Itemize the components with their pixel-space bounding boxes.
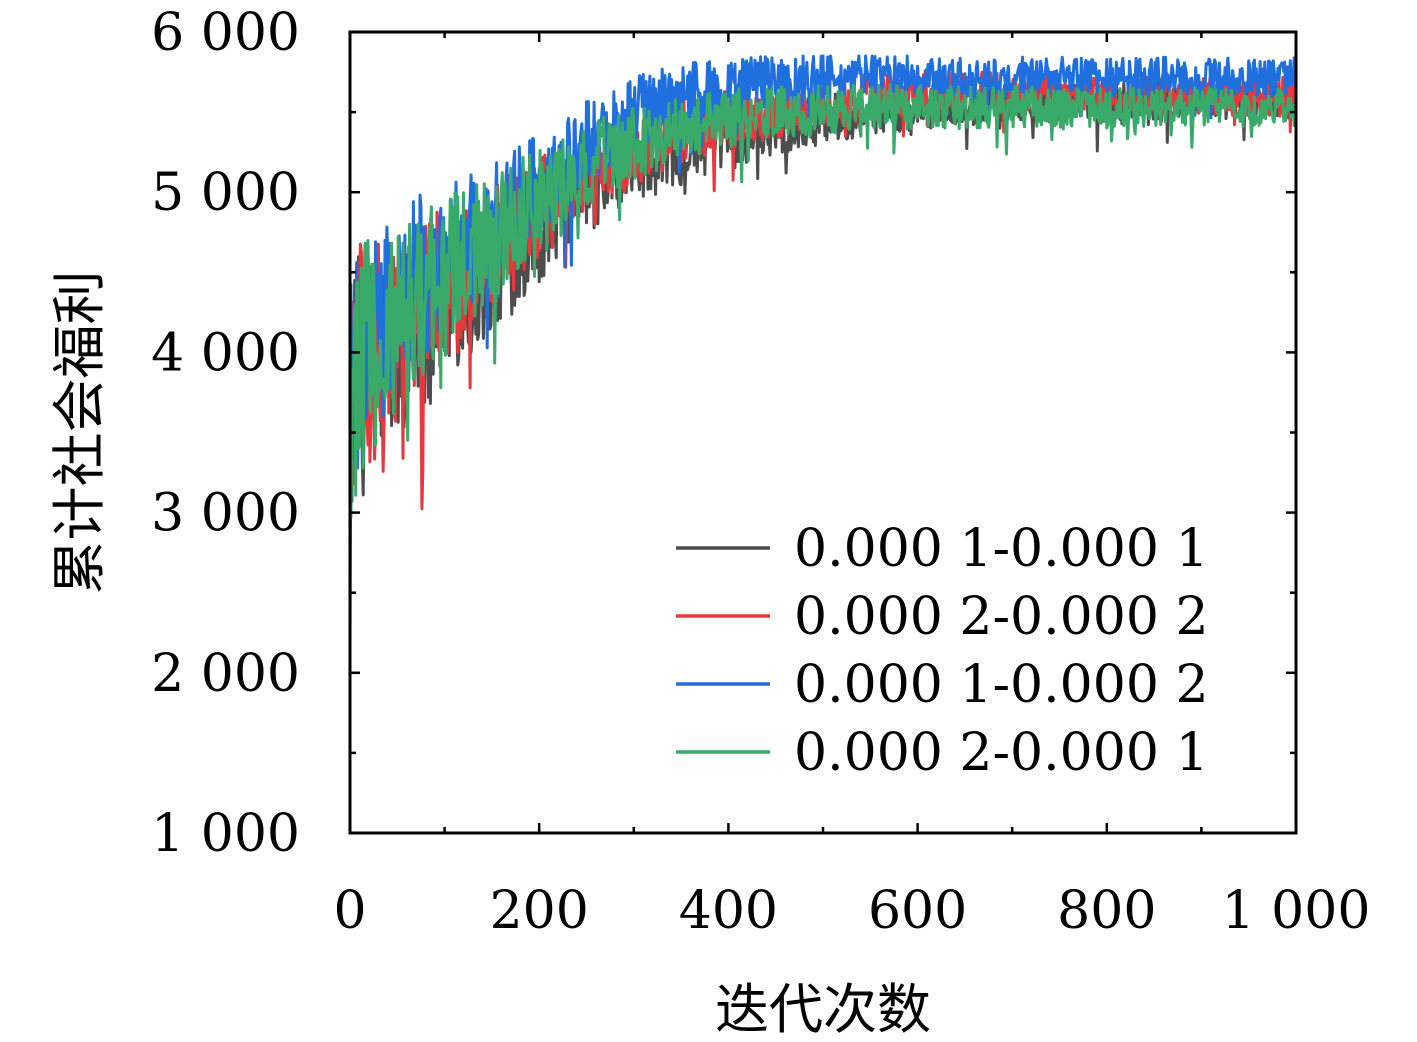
- ticks-layer: [348, 30, 1298, 835]
- y-tick-label: 2 000: [151, 644, 300, 704]
- y-axis-label: 累计社会福利: [48, 271, 111, 595]
- y-tick-label: 6 000: [151, 3, 300, 63]
- legend: 0.000 1-0.000 1 0.000 2-0.000 2 0.000 1-0.…: [676, 519, 1209, 783]
- x-tick-label: 600: [868, 881, 967, 941]
- series-layer: [348, 54, 1298, 643]
- y-tick-label: 3 000: [151, 484, 300, 544]
- legend-label: 0.000 2-0.000 2: [794, 587, 1209, 647]
- y-tick-label: 5 000: [151, 163, 300, 223]
- legend-label: 0.000 1-0.000 2: [794, 655, 1209, 715]
- y-tick-label: 4 000: [151, 323, 300, 383]
- x-tick-label: 200: [490, 881, 589, 941]
- series-line-4: [348, 83, 1298, 519]
- x-tick-label: 800: [1057, 881, 1156, 941]
- x-tick-label: 0: [333, 881, 366, 941]
- tick-labels-layer: 0 200 400 600 800 1 000 1 000 2 000 3 000 4 000 5 …: [151, 3, 1370, 941]
- legend-label: 0.000 2-0.000 1: [794, 723, 1209, 783]
- x-tick-label: 400: [679, 881, 778, 941]
- x-axis-label: 迭代次数: [715, 978, 931, 1041]
- y-tick-label: 1 000: [151, 804, 300, 864]
- x-tick-label: 1 000: [1222, 881, 1371, 941]
- legend-label: 0.000 1-0.000 1: [794, 519, 1209, 579]
